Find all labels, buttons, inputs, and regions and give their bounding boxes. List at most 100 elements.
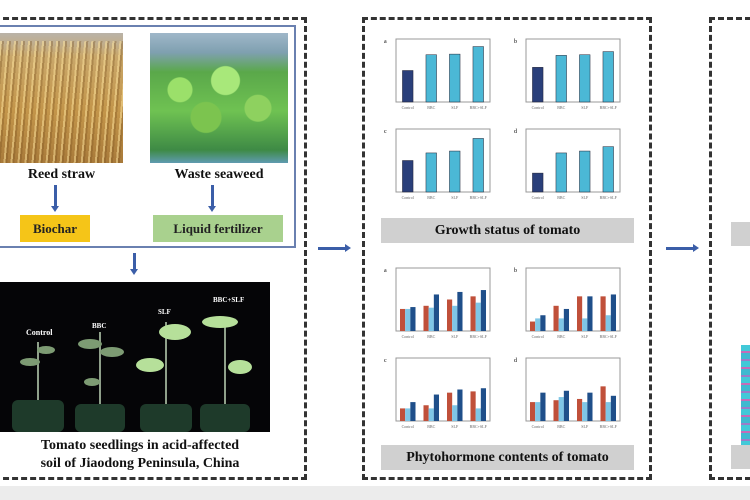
tick-label: BBC+SLF [470,334,488,339]
bar-chart-c: c Control BBC SLF BBC+SLF [378,123,496,208]
bar [576,296,583,331]
bar [402,160,414,193]
plot-frame [525,267,621,332]
bar [475,408,481,421]
tick-label: BBC [427,105,435,110]
middle-panel [362,17,652,480]
plot-frame [525,128,621,193]
panel-label: b [514,268,517,274]
bar [555,152,567,193]
bar [579,54,591,103]
bar [425,54,437,103]
tick-label: BBC+SLF [600,334,618,339]
bar [446,299,453,331]
bar [410,307,416,331]
arrow-right-icon [318,244,351,252]
bar [563,308,570,331]
bar [602,146,614,193]
tick-label: BBC [557,105,565,110]
seedlings-caption-line2: soil of Jiaodong Peninsula, China [40,456,240,471]
tick-label: BBC [557,424,565,429]
bar [425,152,437,193]
bar [433,294,440,331]
tick-label: BBC [557,195,565,200]
plot-frame [395,267,491,332]
plot-frame [525,357,621,422]
tick-label: SLF [581,195,589,200]
arrow-down-icon [51,185,59,212]
bar-chart-b: b Control BBC SLF BBC+SLF [508,33,626,118]
plot-frame [395,357,491,422]
bar [433,394,440,421]
bar [423,305,429,331]
tick-label: BBC+SLF [600,195,618,200]
bar [428,307,434,331]
bar-chart-d: d Control BBC SLF BBC+SLF [508,352,626,437]
bar [582,402,588,421]
bar [535,318,541,331]
treatment-label-slf: SLF [158,308,171,316]
bar [605,315,611,331]
bar [587,296,593,331]
tomato-seedlings-photo: Control BBC SLF BBC+SLF [0,282,270,432]
tick-label: BBC+SLF [470,195,488,200]
bar [399,408,406,421]
bar [452,405,458,421]
left-panel [0,17,307,480]
tick-label: Control [532,334,545,339]
bar [540,315,546,331]
reed-straw-image [0,33,123,163]
tick-label: BBC [427,334,435,339]
bar [579,150,591,193]
arrow-down-icon [130,253,138,275]
bar [600,386,606,421]
bar [532,67,544,103]
bar [600,296,606,331]
plot-frame [395,38,491,103]
right-panel [709,17,750,480]
waste-seaweed-image [150,33,288,163]
panel-label: d [514,129,517,135]
bar [480,388,487,421]
bar [470,296,476,331]
bar [428,408,434,421]
bar [555,55,567,103]
tick-label: Control [402,424,415,429]
bar [576,398,583,421]
tick-label: BBC+SLF [470,424,488,429]
bar [457,291,463,331]
treatment-label-control: Control [26,328,53,337]
bar [452,305,458,331]
bar [540,392,546,421]
tick-label: Control [532,195,545,200]
bar [446,392,453,421]
tick-label: BBC+SLF [600,424,618,429]
plot-frame [525,38,621,103]
bar [480,290,487,331]
seedlings-illustration [12,316,252,432]
seedlings-caption-line1: Tomato seedlings in acid-affected [40,438,240,453]
right-panel-heatmap [741,345,750,455]
bar-chart-b: b Control BBC SLF BBC+SLF [508,262,626,347]
tick-label: BBC [427,195,435,200]
tick-label: Control [402,195,415,200]
bar [472,46,484,103]
bar [423,405,429,421]
bar [410,402,416,421]
growth-status-title: Growth status of tomato [381,218,634,243]
materials-bracket [0,25,296,248]
bar [399,308,406,331]
bar [605,402,611,421]
bar-chart-a: a Control BBC SLF BBC+SLF [378,33,496,118]
panel-label: c [384,129,387,135]
bar [405,308,411,331]
bar [535,402,541,421]
bar [558,397,564,421]
bar-chart-c: c Control BBC SLF BBC+SLF [378,352,496,437]
tick-label: BBC+SLF [470,105,488,110]
tick-label: SLF [581,424,589,429]
panel-label: a [384,268,387,274]
bar [602,51,614,103]
bar-chart-a: a Control BBC SLF BBC+SLF [378,262,496,347]
bar [532,172,544,193]
